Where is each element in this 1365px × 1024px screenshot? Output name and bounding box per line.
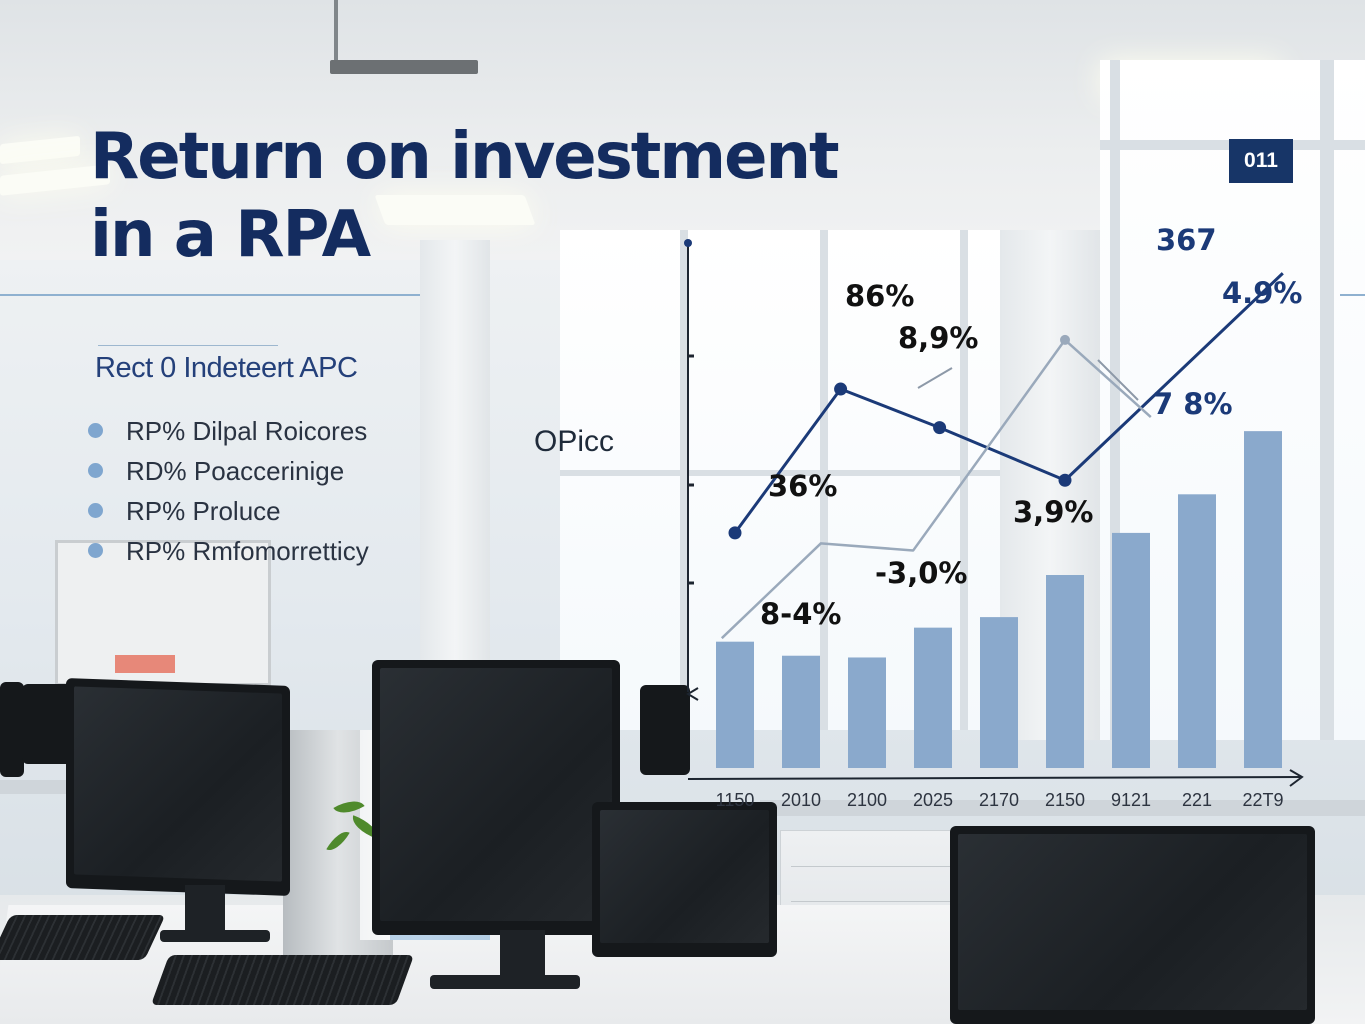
monitor [372,660,620,935]
back-desk [760,800,1365,816]
x-axis [687,776,1301,780]
data-annotation: 7 8% [1153,387,1233,421]
data-annotation: 8,9% [898,321,978,355]
x-tick-label: 221 [1182,790,1212,810]
line-point [728,526,742,540]
subheading: Rect 0 Indeteert APC [95,352,358,384]
page-badge: 011 [1229,139,1293,183]
data-annotation: 36% [768,469,837,503]
bullet-dot-icon [88,503,103,518]
data-annotation: 8-4% [760,597,841,631]
bar [1046,575,1084,768]
bullet-item: RP% Proluce [88,492,369,532]
window-mullion [680,230,688,730]
monitor [950,826,1315,1024]
monitor-stand [500,930,545,980]
bullet-text: RP% Proluce [126,496,281,526]
x-tick-label: 9121 [1111,790,1151,810]
divider [0,294,420,296]
y-axis-cap [684,239,692,247]
x-tick-label: 2010 [781,790,821,810]
title-line: in a RPA [90,198,371,272]
bullet-item: RD% Poaccerinige [88,452,369,492]
data-annotation: 4.9% [1222,276,1302,310]
line-point [834,382,848,396]
divider [1340,294,1365,296]
x-tick-label: 2100 [847,790,887,810]
bullet-text: RP% Rmfomorretticy [126,536,369,566]
bar [782,655,820,768]
bullet-text: RD% Poaccerinige [126,456,345,486]
line-point [933,421,947,435]
axis-side-label: OPicc [534,425,615,458]
monitor [0,682,24,777]
projector-mount [330,60,478,74]
data-annotation: 3,9% [1013,495,1093,529]
bar [1112,532,1150,768]
bullet-dot-icon [88,423,103,438]
monitor-stand [160,930,270,942]
x-axis-arrow-icon [1289,769,1304,787]
divider [98,345,278,346]
whiteboard-sign [115,655,175,673]
bar [848,657,886,768]
annotation-leader [1097,359,1139,401]
line-point [1060,334,1070,345]
bar [1244,431,1282,768]
monitor [640,685,690,775]
data-annotation: -3,0% [875,556,967,590]
x-tick-label: 2170 [979,790,1019,810]
bullet-dot-icon [88,463,103,478]
window-mullion [1320,60,1334,740]
x-tick-label: 22T9 [1242,790,1283,810]
line-point [1058,473,1072,487]
bullet-item: RP% Dilpal Roicores [88,412,369,452]
x-tick-label: 2150 [1045,790,1085,810]
x-tick-label: 1150 [716,790,755,810]
bullet-list: RP% Dilpal Roicores RD% Poaccerinige RP%… [88,412,369,572]
bar [980,617,1018,768]
bullet-item: RP% Rmfomorretticy [88,532,369,572]
annotation-leader [917,367,953,389]
y-axis-arrow [686,687,699,701]
window-mullion [820,230,828,730]
window-mullion [560,470,1100,476]
monitor [592,802,777,957]
series-line-light [720,338,1152,640]
x-tick-label: 2025 [913,790,953,810]
page-title: Return on investment in a RPA [90,118,840,274]
bar [914,627,952,768]
projector-rod [334,0,338,66]
title-line: Return on investment [90,120,840,194]
bullet-text: RP% Dilpal Roicores [126,416,368,446]
monitor-stand [430,975,580,989]
bar [1178,494,1216,768]
bar [716,641,754,768]
data-annotation: 367 [1156,223,1217,257]
data-annotation: 86% [845,279,914,313]
window-mullion [1110,60,1120,740]
bullet-dot-icon [88,543,103,558]
pillar [420,240,490,720]
